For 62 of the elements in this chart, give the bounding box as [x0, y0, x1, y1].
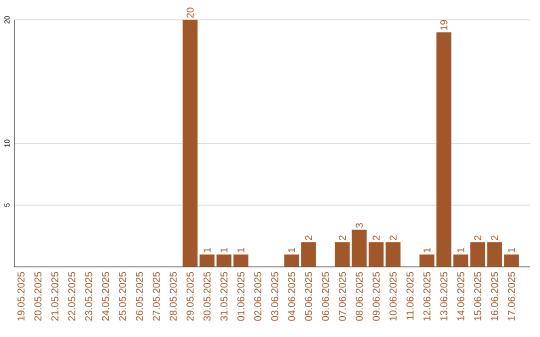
bar — [200, 254, 214, 267]
x-tick-label: 30.05.2025 — [204, 272, 211, 321]
bar — [352, 230, 367, 267]
x-tick-label: 15.06.2025 — [474, 272, 482, 320]
bar — [470, 242, 486, 267]
bar — [419, 254, 434, 267]
x-tick-label: 19.05.2025 — [17, 272, 25, 320]
x-tick-label: 06.06.2025 — [322, 272, 329, 321]
x-tick-label: 03.06.2025 — [271, 272, 278, 321]
x-tick-label: 29.05.2025 — [186, 272, 194, 321]
data-label: 2 — [474, 235, 482, 240]
bar — [487, 242, 502, 267]
data-label: 20 — [186, 7, 194, 18]
data-label: 1 — [508, 248, 515, 252]
x-tick-label: 07.06.2025 — [338, 272, 346, 321]
data-label: 2 — [305, 235, 312, 240]
bar — [386, 242, 401, 267]
bar — [368, 242, 384, 267]
data-label: 2 — [491, 235, 498, 240]
data-label: 1 — [237, 248, 244, 252]
bar — [436, 32, 452, 267]
x-tick-label: 13.06.2025 — [440, 272, 448, 320]
bar — [284, 254, 300, 267]
x-tick-label: 14.06.2025 — [457, 272, 464, 320]
x-tick-label: 17.06.2025 — [508, 272, 515, 320]
data-label: 1 — [457, 248, 464, 252]
x-tick-label: 01.06.2025 — [237, 272, 244, 321]
bar — [334, 242, 350, 267]
data-label: 1 — [220, 248, 228, 252]
x-tick-label: 09.06.2025 — [372, 272, 380, 321]
x-tick-label: 24.05.2025 — [102, 272, 110, 321]
bar — [453, 254, 468, 267]
bar — [301, 242, 316, 267]
x-tick-label: 25.05.2025 — [118, 272, 126, 321]
data-label: 1 — [204, 248, 210, 252]
x-tick-label: 23.05.2025 — [85, 272, 92, 321]
data-label: 2 — [372, 235, 380, 240]
data-label: 19 — [440, 20, 448, 30]
bar — [216, 254, 232, 267]
bar — [504, 254, 519, 267]
bar — [182, 20, 198, 267]
x-tick-label: 20.05.2025 — [34, 272, 42, 321]
bar — [233, 254, 248, 267]
data-label: 1 — [424, 248, 430, 252]
x-tick-label: 16.06.2025 — [491, 272, 498, 320]
x-tick-label: 26.05.2025 — [136, 272, 143, 321]
data-label: 2 — [390, 235, 397, 240]
x-tick-label: 28.05.2025 — [170, 272, 177, 321]
x-tick-label: 31.05.2025 — [220, 272, 228, 321]
data-label: 1 — [288, 248, 296, 252]
data-label: 2 — [338, 235, 346, 240]
x-tick-label: 21.05.2025 — [51, 272, 58, 321]
x-tick-label: 27.05.2025 — [152, 272, 160, 321]
x-tick-label: 11.06.2025 — [406, 272, 414, 320]
x-tick-label: 12.06.2025 — [423, 272, 430, 320]
x-tick-label: 22.05.2025 — [68, 272, 76, 321]
data-label: 3 — [356, 222, 363, 228]
x-tick-label: 05.06.2025 — [305, 272, 312, 321]
x-tick-label: 04.06.2025 — [288, 272, 296, 321]
x-tick-label: 08.06.2025 — [356, 272, 363, 321]
x-tick-label: 02.06.2025 — [254, 272, 262, 321]
x-tick-label: 10.06.2025 — [390, 272, 397, 320]
